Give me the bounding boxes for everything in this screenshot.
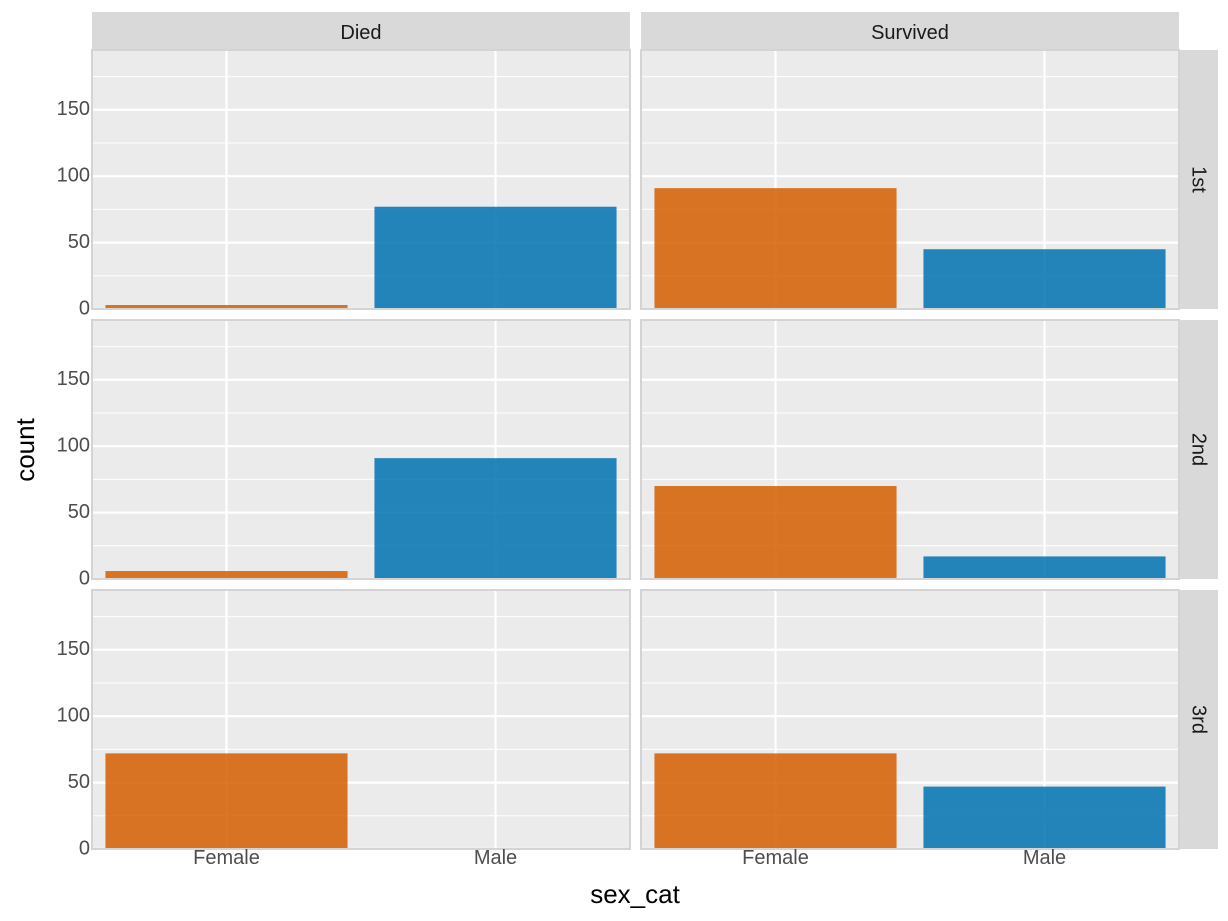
- y-tick-label: 100: [57, 704, 90, 726]
- bar-female: [105, 753, 348, 849]
- facet-panel: [91, 49, 631, 311]
- facet-panel: [91, 319, 631, 581]
- bar-male: [374, 458, 617, 579]
- x-tick-label: Female: [193, 847, 260, 869]
- y-tick-label: 50: [68, 771, 90, 793]
- facet-panel: [640, 589, 1180, 851]
- panel-border: [91, 49, 631, 310]
- y-tick-label: 150: [57, 638, 90, 660]
- bar-female: [654, 188, 897, 309]
- facet-panel: [640, 319, 1180, 581]
- y-tick-label: 0: [79, 297, 90, 319]
- panel-border: [91, 319, 631, 580]
- x-tick-label: Female: [742, 847, 809, 869]
- facet-panel: [640, 49, 1180, 311]
- bar-female: [105, 305, 348, 309]
- bar-female: [654, 753, 897, 849]
- y-tick-label: 50: [68, 231, 90, 253]
- y-tick-label: 100: [57, 434, 90, 456]
- row-strip-label: 3rd: [1188, 705, 1210, 734]
- bar-male: [923, 786, 1166, 849]
- bar-female: [105, 571, 348, 579]
- x-tick-label: Male: [1023, 847, 1066, 869]
- row-strip: [1179, 590, 1218, 849]
- row-strip-label: 1st: [1188, 166, 1210, 193]
- x-tick-label: Male: [474, 847, 517, 869]
- column-strip-label: Died: [340, 22, 381, 44]
- bar-female: [654, 486, 897, 579]
- row-strip: [1179, 50, 1218, 309]
- y-tick-label: 100: [57, 164, 90, 186]
- y-tick-label: 50: [68, 501, 90, 523]
- panel-border: [640, 319, 1180, 580]
- bar-male: [923, 556, 1166, 579]
- bar-male: [374, 206, 617, 309]
- y-axis-title: count: [10, 417, 40, 481]
- y-tick-label: 0: [79, 837, 90, 859]
- panels-layer: Died Survived 1st 2nd 3rd 0 50 100 150 0 50 100 150 0…: [57, 12, 1218, 869]
- y-tick-label: 150: [57, 368, 90, 390]
- column-strip: [92, 12, 630, 50]
- row-strip-label: 2nd: [1188, 433, 1210, 466]
- column-strip-label: Survived: [871, 22, 949, 44]
- column-strip: [641, 12, 1179, 50]
- bar-male: [923, 249, 1166, 309]
- x-axis-title: sex_cat: [590, 879, 680, 909]
- row-strip: [1179, 320, 1218, 579]
- y-tick-label: 150: [57, 98, 90, 120]
- facet-panel: [91, 589, 631, 851]
- panel-border: [640, 49, 1180, 310]
- panel-border: [91, 589, 631, 850]
- panel-border: [640, 589, 1180, 850]
- y-tick-label: 0: [79, 567, 90, 589]
